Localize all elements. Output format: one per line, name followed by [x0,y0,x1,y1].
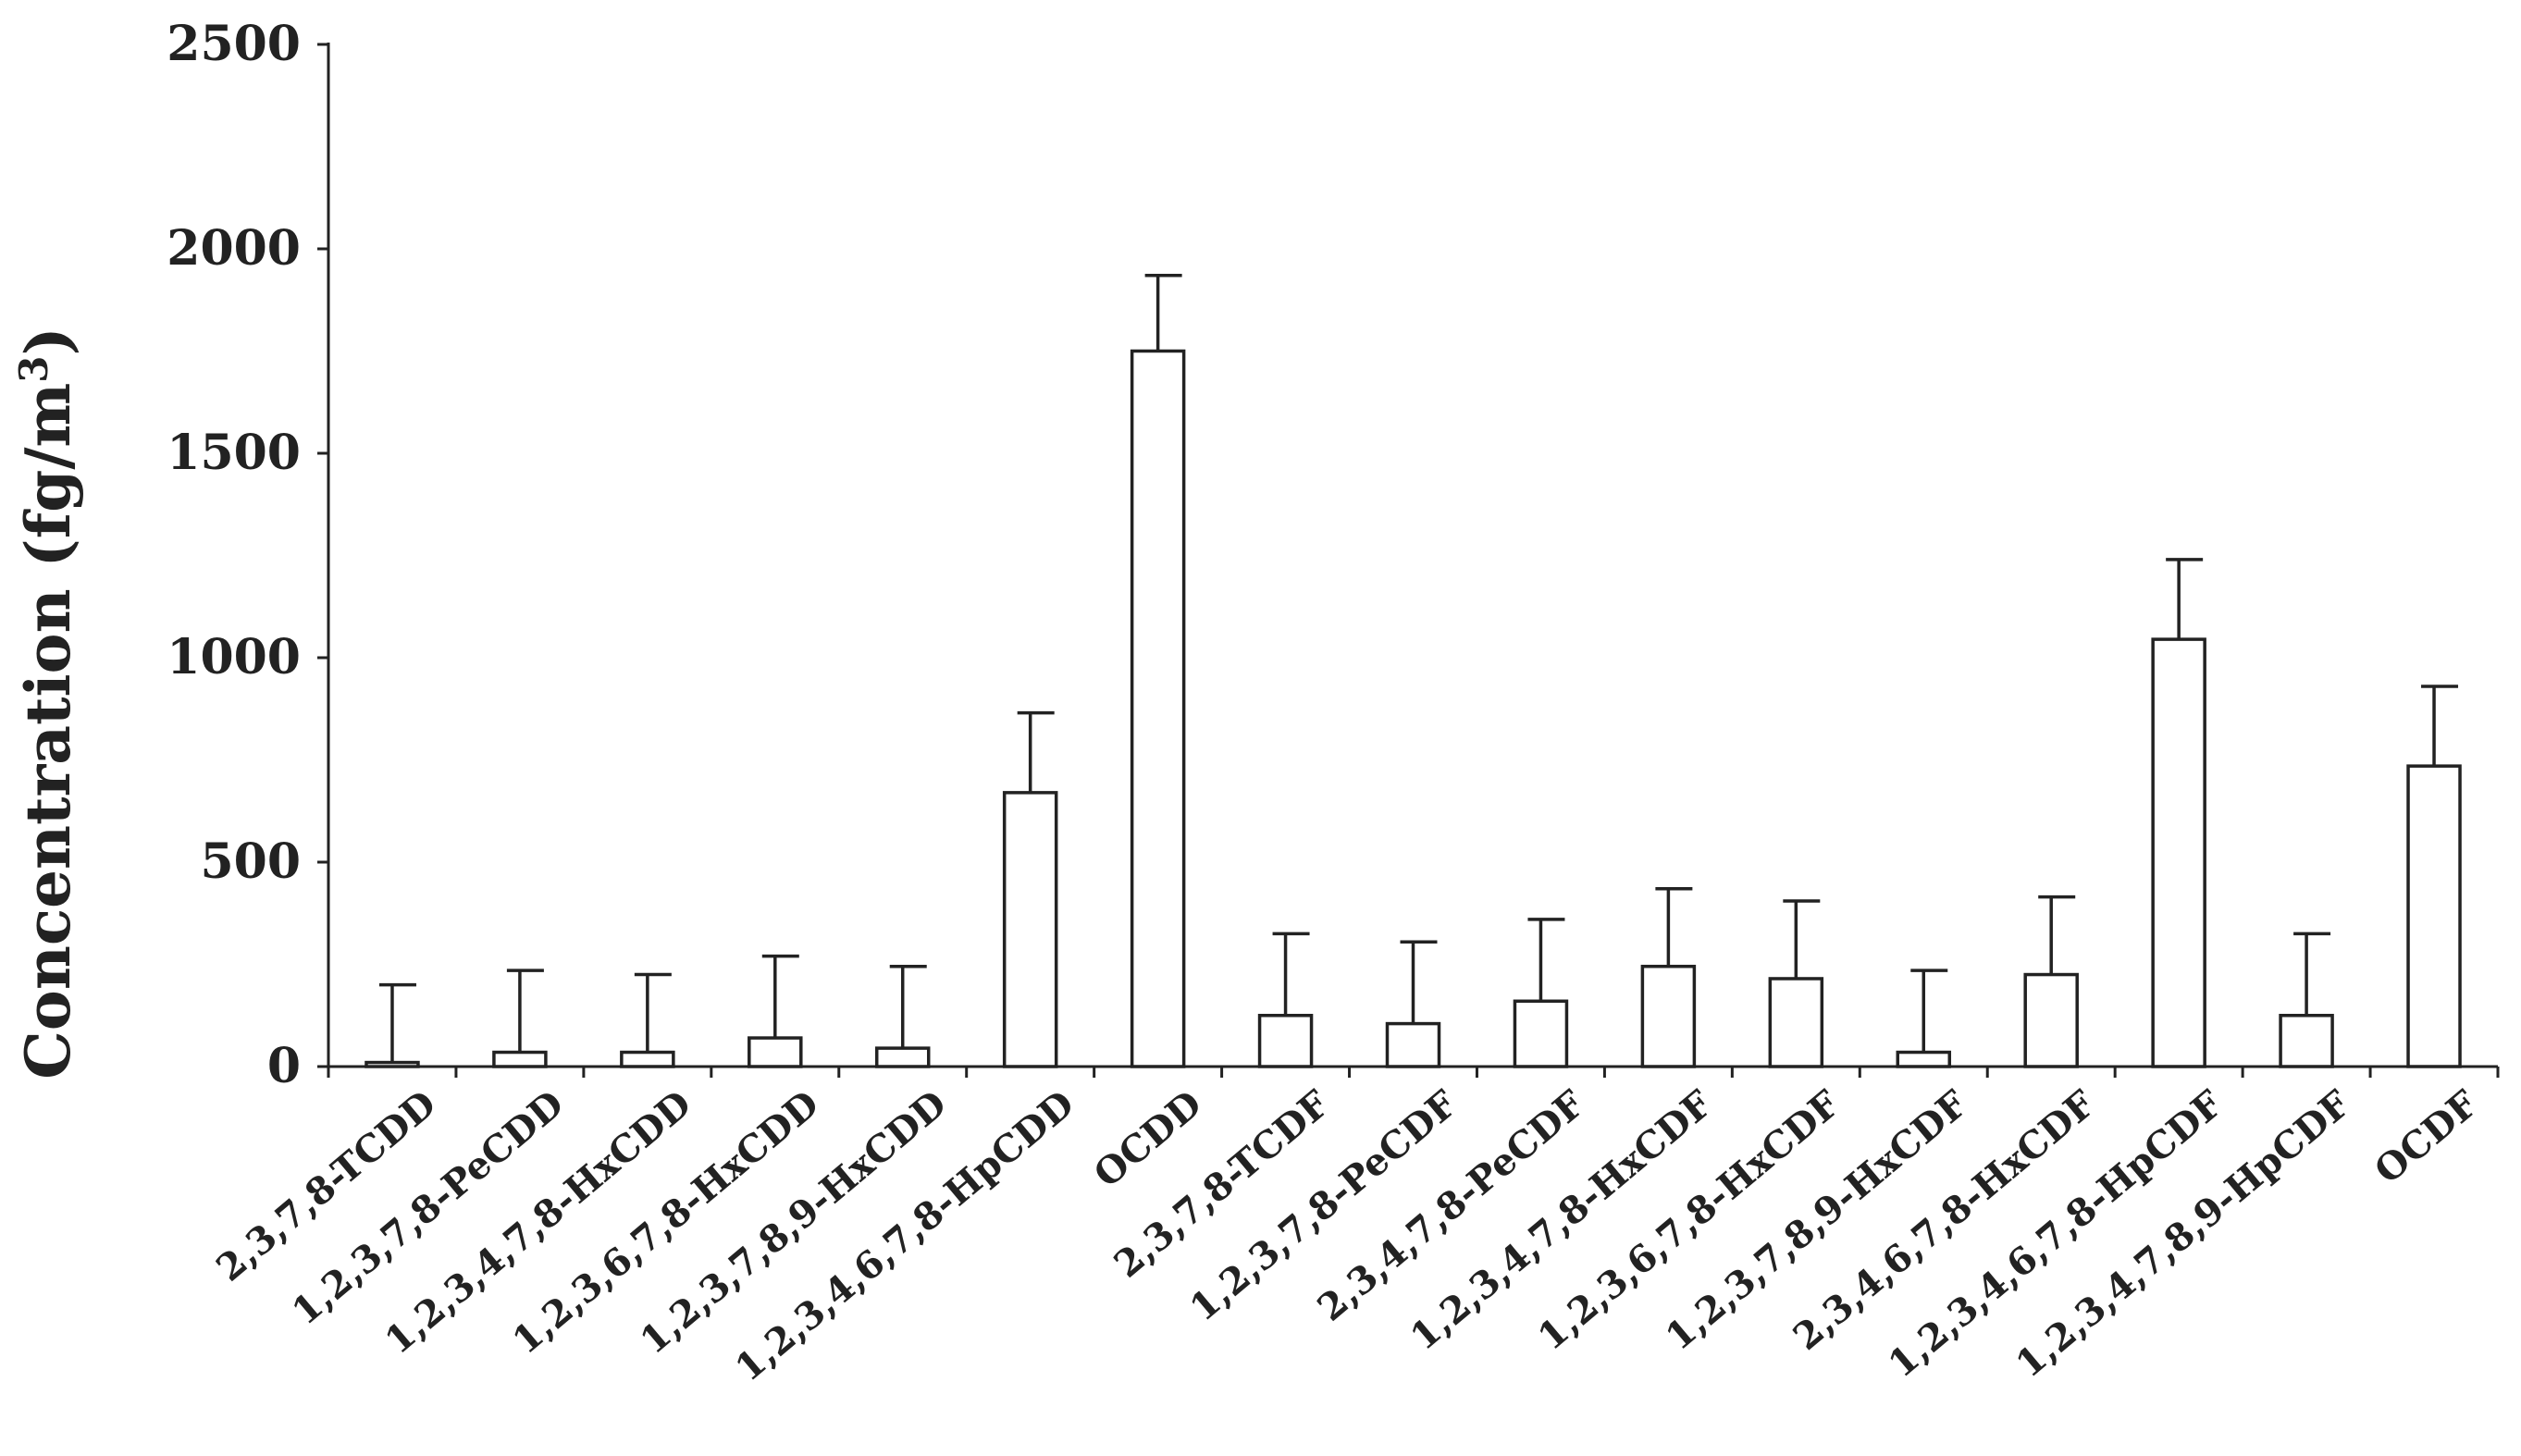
y-tick-label: 2000 [167,220,301,277]
error-bars [378,273,2459,1063]
bar-14 [2023,972,2079,1068]
x-tick-label-1: 2,3,7,8-TCDD [208,1082,444,1290]
bar-9 [1385,1021,1441,1068]
x-tick-label-17: OCDF [2367,1082,2487,1192]
bar-6 [1002,791,1058,1068]
y-axis-label: Concentration (fg/m3) [11,327,85,1079]
y-tick-label: 1500 [167,425,301,481]
x-tick-label-8: 2,3,7,8-TCDF [1106,1082,1338,1287]
bar-1 [365,1060,420,1068]
y-axis-label-text: Concentration (fg/m [12,383,84,1080]
bar-4 [748,1036,803,1068]
x-axis [327,1065,2500,1078]
bar-13 [1896,1050,1952,1068]
y-tick-label: 0 [267,1038,301,1094]
bars [365,349,2462,1068]
y-axis-label-superscript: 3 [11,356,56,383]
bar-16 [2279,1014,2334,1068]
y-tick-label: 2500 [167,16,301,72]
bar-17 [2406,764,2462,1068]
x-tick-label-7: OCDD [1086,1082,1210,1196]
bar-8 [1257,1014,1314,1068]
y-tick-label: 1000 [167,629,301,685]
bar-15 [2151,637,2206,1068]
bar-11 [1640,964,1697,1068]
bar-7 [1130,349,1186,1068]
bar-3 [620,1050,675,1068]
bar-12 [1768,977,1824,1068]
y-axis: 0 500 1000 1500 2000 2500 [167,16,330,1094]
bar-10 [1513,999,1569,1068]
bar-5 [874,1046,931,1068]
y-tick-label: 500 [200,833,301,890]
x-tick-labels: 2,3,7,8-TCDD1,2,3,7,8-PeCDD1,2,3,4,7,8-H… [208,1082,2487,1390]
y-axis-label-close: ) [12,327,84,355]
bar-2 [492,1050,548,1068]
